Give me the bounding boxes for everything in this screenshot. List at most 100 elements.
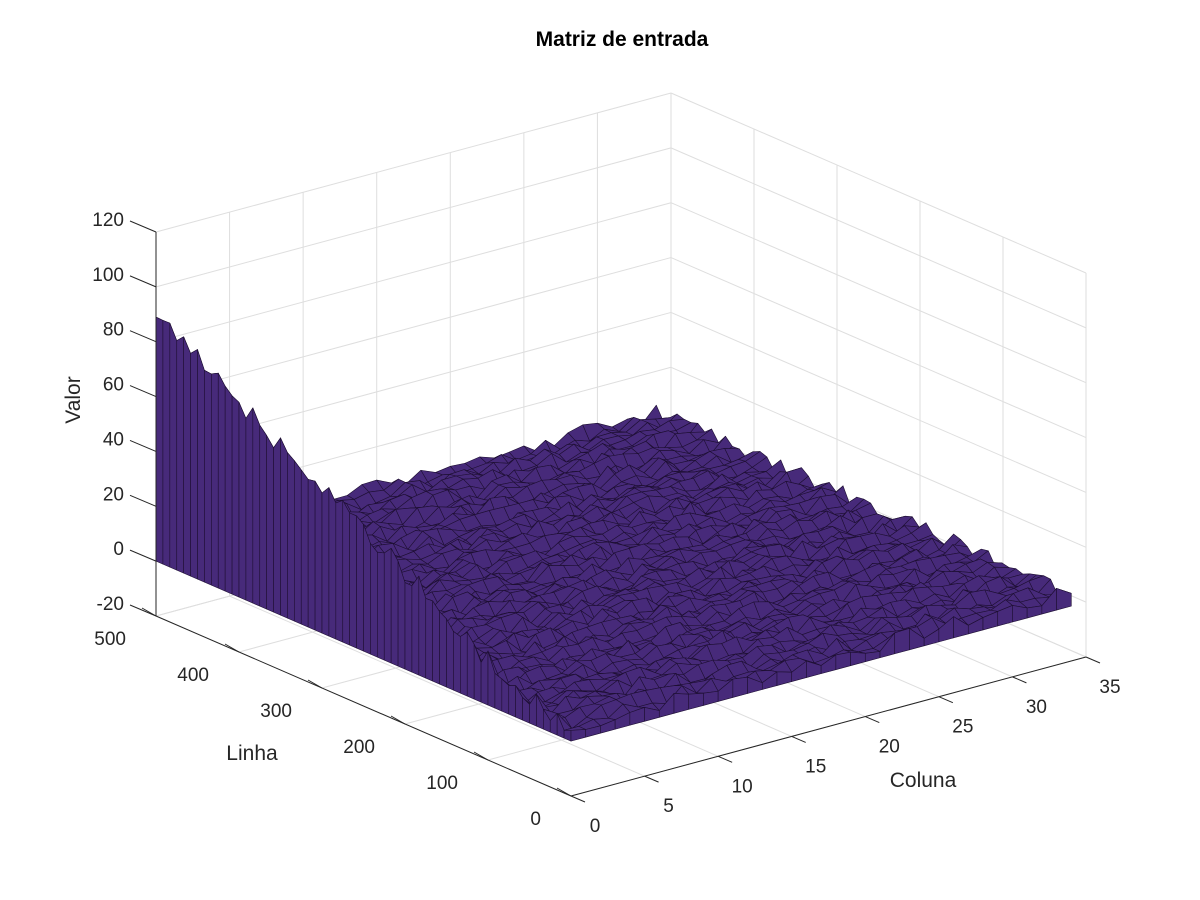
- x-axis-line: [570, 656, 1087, 797]
- z-tick-mark: [129, 385, 157, 398]
- x-axis-label: Coluna: [890, 769, 957, 792]
- surface-curtain: [390, 548, 399, 667]
- grid-line: [229, 595, 645, 777]
- surface-curtain: [321, 487, 330, 637]
- y-tick-label: 400: [177, 665, 209, 686]
- surface-curtain: [1026, 605, 1043, 619]
- surface-curtain: [494, 673, 503, 712]
- y-tick-mark: [390, 715, 406, 725]
- grid-line: [670, 366, 1087, 548]
- x-tick-mark: [644, 775, 659, 783]
- surface-curtain: [460, 631, 468, 697]
- surface-curtain: [217, 372, 226, 592]
- surface-curtain: [155, 316, 164, 565]
- surface-curtain: [370, 543, 378, 658]
- x-tick-label: 0: [590, 816, 601, 837]
- surface-curtain: [231, 395, 240, 598]
- surface-curtain: [190, 349, 198, 580]
- grid-line: [155, 202, 672, 343]
- surface-curtain: [280, 437, 288, 619]
- z-tick-label: 100: [92, 265, 124, 286]
- surface-curtain: [259, 424, 267, 610]
- surface-curtain: [404, 582, 413, 673]
- x-tick-label: 30: [1026, 697, 1047, 718]
- z-tick-label: 20: [103, 484, 124, 505]
- surface-curtain: [183, 336, 191, 577]
- x-tick-label: 5: [663, 796, 674, 817]
- x-tick-mark: [1012, 676, 1027, 684]
- x-tick-mark: [938, 696, 954, 704]
- z-tick-label: -20: [97, 594, 124, 615]
- surface-curtain: [363, 524, 371, 655]
- z-tick-mark: [129, 494, 157, 507]
- x-tick-label: 20: [879, 737, 900, 758]
- x-tick-mark: [865, 716, 880, 724]
- x-tick-mark: [717, 755, 733, 763]
- x-tick-label: 15: [805, 756, 826, 777]
- surface-curtain: [570, 729, 587, 742]
- z-tick-mark: [129, 439, 157, 452]
- grid-line: [670, 92, 1087, 274]
- surface-curtain: [204, 370, 212, 586]
- surface-curtain: [1056, 588, 1072, 611]
- y-axis-line: [155, 615, 572, 797]
- surface-curtain: [245, 407, 254, 604]
- chart-title: Matriz de entrada: [536, 28, 709, 51]
- surface-curtain: [349, 512, 357, 649]
- z-tick-mark: [129, 330, 157, 343]
- surface-curtain: [383, 548, 392, 664]
- surface-curtain: [425, 598, 433, 682]
- z-tick-mark: [129, 604, 157, 617]
- surface-curtain: [342, 500, 350, 646]
- surface-curtain: [300, 469, 309, 628]
- y-tick-label: 100: [426, 773, 458, 794]
- x-tick-label: 35: [1099, 677, 1120, 698]
- surface-curtain: [314, 480, 323, 634]
- grid-line: [670, 147, 1087, 329]
- grid-line: [155, 257, 672, 398]
- surface-curtain: [169, 322, 178, 571]
- axes: 0 5 10 15 20 25 30 35 0 100 200 300 400 500 -20 0 20 40 60…: [92, 210, 1120, 837]
- z-axis-label: Valor: [62, 376, 85, 423]
- surface-curtain: [501, 678, 510, 715]
- surface-curtain: [197, 349, 205, 583]
- surface-curtain: [453, 631, 461, 694]
- surface-curtain: [356, 515, 364, 652]
- surface-curtain: [328, 487, 337, 640]
- z-tick-label: 60: [103, 375, 124, 396]
- y-tick-label: 300: [260, 701, 292, 722]
- y-tick-label: 0: [530, 809, 541, 830]
- surface-curtain: [266, 435, 274, 613]
- surface-curtain: [446, 618, 454, 691]
- grid-line: [670, 202, 1087, 384]
- surface-curtain: [335, 500, 344, 643]
- surface-curtain: [238, 402, 247, 601]
- y-tick-mark: [473, 751, 489, 761]
- x-tick-mark: [570, 795, 586, 803]
- surface-curtain: [864, 651, 881, 663]
- z-tick-mark: [129, 549, 157, 562]
- grid-line: [155, 92, 672, 233]
- grid-line: [670, 257, 1087, 439]
- z-tick-mark: [129, 275, 157, 288]
- z-tick-label: 120: [92, 210, 124, 231]
- y-tick-mark: [224, 643, 240, 653]
- z-tick-label: 0: [113, 539, 124, 560]
- surface-curtain: [307, 479, 316, 631]
- surface: [155, 316, 1072, 742]
- y-axis-label: Linha: [226, 742, 278, 765]
- z-tick-label: 40: [103, 429, 124, 450]
- z-tick-label: 80: [103, 320, 124, 341]
- x-tick-mark: [791, 735, 806, 743]
- surface-curtain: [432, 600, 440, 685]
- surface-curtain: [411, 575, 420, 676]
- grid-line: [155, 147, 672, 288]
- surface-curtain: [439, 611, 447, 688]
- y-tick-label: 200: [343, 737, 375, 758]
- y-tick-mark: [307, 679, 323, 689]
- surface-curtain: [673, 693, 690, 714]
- y-tick-label: 500: [94, 629, 126, 650]
- x-tick-label: 10: [732, 776, 753, 797]
- surface-curtain: [508, 685, 516, 718]
